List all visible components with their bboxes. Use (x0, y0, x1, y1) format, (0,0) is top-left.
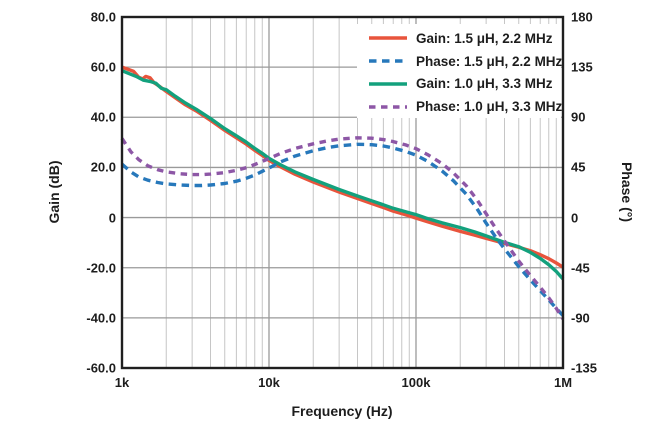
phase-curve-1p5uH (120, 142, 565, 317)
tick-label: 100k (401, 375, 431, 390)
legend-label: Phase: 1.0 μH, 3.3 MHz (416, 99, 563, 115)
legend: Gain: 1.5 μH, 2.2 MHz Phase: 1.5 μH, 2.2… (357, 24, 563, 118)
tick-label: 10k (258, 375, 280, 390)
tick-label: -135 (571, 360, 598, 376)
legend-label: Gain: 1.0 μH, 3.3 MHz (416, 76, 553, 92)
legend-line-sample-solid-green (369, 82, 407, 86)
tick-label: 60.0 (90, 59, 116, 75)
tick-label: -20.0 (86, 260, 116, 276)
gain-curve-1p0uH (121, 69, 565, 281)
gain-axis-title: Gain (dB) (46, 160, 62, 224)
tick-label: 40.0 (90, 109, 116, 125)
tick-label: 1M (553, 375, 573, 390)
frequency-axis-title: Frequency (Hz) (291, 403, 393, 419)
legend-line-sample-dashed-blue (369, 59, 407, 63)
legend-label: Gain: 1.5 μH, 2.2 MHz (416, 30, 553, 46)
legend-item-gain-1p5: Gain: 1.5 μH, 2.2 MHz (369, 27, 561, 49)
tick-label: -90 (571, 310, 590, 326)
tick-label: 180 (571, 9, 593, 25)
plot-border (120, 15, 565, 370)
tick-label: 90 (571, 109, 586, 125)
tick-label: 0 (571, 210, 579, 226)
tick-label: 135 (571, 59, 593, 75)
legend-label: Phase: 1.5 μH, 2.2 MHz (416, 53, 563, 69)
phase-axis-title: Phase (°) (619, 161, 635, 223)
legend-item-phase-1p0: Phase: 1.0 μH, 3.3 MHz (369, 96, 563, 118)
tick-label: 0 (108, 210, 116, 226)
tick-label: -40.0 (86, 310, 116, 326)
tick-label: 80.0 (90, 9, 116, 25)
legend-line-sample-dashed-purple (369, 104, 407, 109)
tick-label: 45 (571, 159, 586, 175)
legend-item-gain-1p0: Gain: 1.0 μH, 3.3 MHz (369, 73, 561, 95)
legend-item-phase-1p5: Phase: 1.5 μH, 2.2 MHz (369, 50, 563, 72)
tick-label: -60.0 (86, 360, 116, 376)
phase-curve-1p0uH (120, 136, 565, 320)
legend-line-sample-solid-red (369, 36, 407, 41)
tick-label: 20.0 (90, 159, 116, 175)
tick-label: -45 (571, 260, 590, 276)
tick-label: 1k (114, 375, 130, 390)
